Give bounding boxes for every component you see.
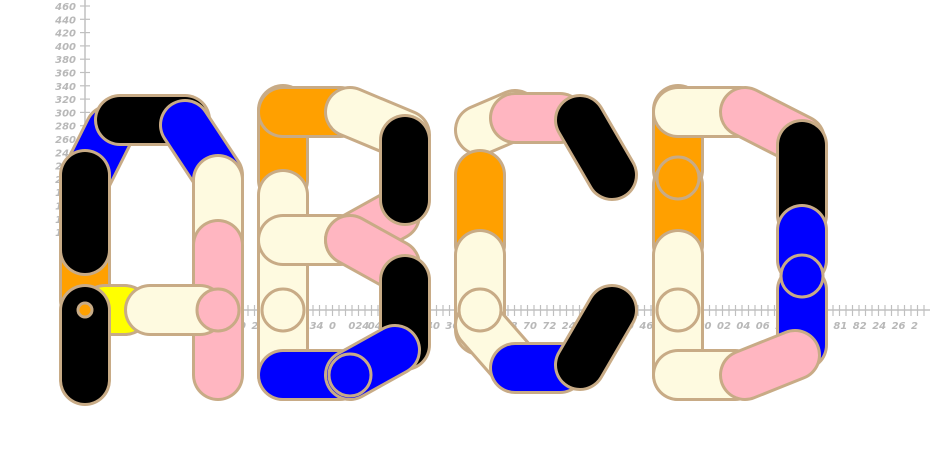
a-joint-pink[interactable]: [195, 287, 241, 333]
y-tick-label: 260: [55, 135, 76, 146]
x-tick-label: 02: [717, 321, 731, 332]
d-joint-orange[interactable]: [655, 155, 701, 201]
y-tick-label: 420: [54, 29, 76, 40]
y-tick-label: 240: [55, 148, 76, 159]
y-tick-label: 300: [55, 108, 76, 119]
x-tick-label: 82: [853, 321, 867, 332]
x-tick-label: 0: [329, 321, 336, 332]
y-tick-label: 460: [54, 2, 76, 13]
c-segment-black-bottom[interactable]: [554, 284, 638, 391]
x-tick-label: 36: [445, 321, 459, 332]
y-tick-label: 360: [55, 69, 76, 80]
y-tick-label: 440: [54, 15, 76, 26]
x-tick-label: 06: [756, 321, 770, 332]
letters-group: [59, 84, 828, 406]
a-joint-orange-small[interactable]: [76, 301, 94, 319]
x-tick-label: 2: [911, 321, 918, 332]
y-tick-label: 320: [55, 95, 76, 106]
d-joint-blue[interactable]: [779, 253, 825, 299]
y-tick-label: 340: [55, 82, 76, 93]
d-joint-cream[interactable]: [655, 287, 701, 333]
x-tick-label: 24: [872, 321, 886, 332]
x-tick-label: 00: [698, 321, 712, 332]
x-tick-label: 70: [523, 321, 537, 332]
x-tick-label: 04: [368, 321, 382, 332]
x-tick-label: 46: [638, 321, 653, 332]
x-tick-label: 34: [310, 321, 324, 332]
x-tick-label: 26: [892, 321, 906, 332]
b-joint-blue[interactable]: [327, 352, 373, 398]
b-joint-cream[interactable]: [260, 287, 306, 333]
y-tick-label: 280: [55, 122, 76, 133]
x-tick-label: 04: [736, 321, 750, 332]
x-tick-label: 72: [542, 321, 556, 332]
x-tick-label: 40: [425, 321, 440, 332]
x-tick-label: 024: [348, 321, 369, 332]
d-segment-pink-bottom[interactable]: [719, 329, 821, 401]
y-tick-label: 400: [54, 42, 76, 53]
x-tick-label: 81: [833, 321, 847, 332]
c-joint-cream[interactable]: [457, 287, 503, 333]
x-tick-label: 24: [562, 321, 576, 332]
y-tick-label: 380: [55, 55, 76, 66]
c-segment-black-top[interactable]: [554, 94, 638, 201]
